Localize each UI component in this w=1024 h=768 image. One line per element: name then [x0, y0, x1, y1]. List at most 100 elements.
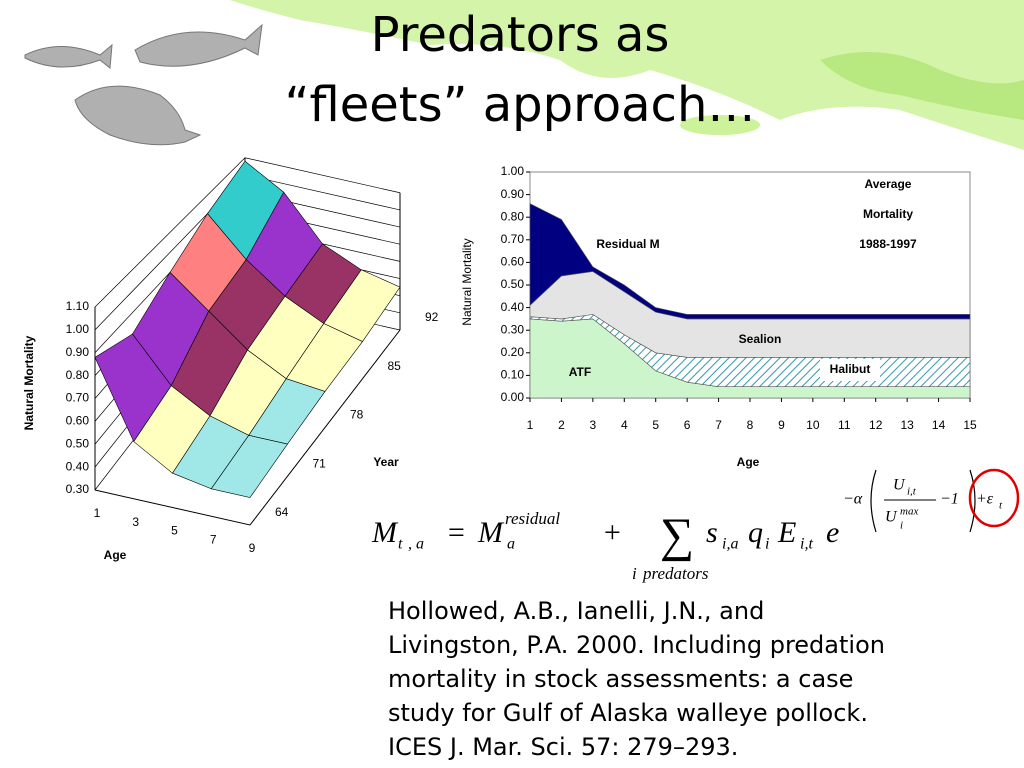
eq-part: a	[416, 536, 424, 553]
eq-part: +	[602, 516, 622, 549]
eq-part: M	[371, 516, 399, 549]
eq-part: E	[777, 516, 796, 549]
eq-part: i	[765, 536, 769, 553]
label-box	[820, 359, 880, 381]
y-tick-label: 71	[313, 456, 327, 470]
z-tick-label: 0.70	[66, 391, 90, 405]
eq-part: i	[900, 520, 903, 532]
y-tick-label: 0.50	[501, 277, 525, 291]
eq-part: i,a	[722, 536, 738, 553]
x-tick-label: 3	[590, 418, 597, 432]
x-tick-label: 13	[900, 418, 914, 432]
z-tick-label: 0.80	[66, 368, 90, 382]
eq-part: −1	[940, 491, 959, 508]
x-tick-label: 11	[838, 418, 851, 432]
x-tick-label: 9	[778, 418, 785, 432]
eq-part: predators	[642, 564, 709, 583]
annotation: Average	[865, 177, 912, 191]
eq-part: i,t	[800, 536, 813, 553]
y-tick-label: 0.80	[501, 209, 525, 223]
annotation: 1988-1997	[859, 237, 917, 251]
series-label: Halibut	[830, 362, 871, 376]
citation-line: Livingston, P.A. 2000. Including predati…	[388, 631, 885, 659]
z-tick-label: 1.00	[66, 322, 90, 336]
eq-part: q	[748, 516, 763, 549]
y-axis-label: Natural Mortality	[460, 238, 474, 325]
x-tick-label: 10	[806, 418, 820, 432]
eq-part: residual	[505, 509, 560, 528]
y-tick-label: 0.40	[501, 300, 525, 314]
z-tick-label: 0.60	[66, 414, 90, 428]
title-line: Predators as	[371, 7, 670, 63]
x-tick-label: 2	[558, 418, 565, 432]
z-tick-label: 1.10	[66, 299, 90, 313]
eq-part: t	[398, 536, 403, 553]
x-tick-label: 6	[684, 418, 691, 432]
highlight-circle	[968, 468, 1020, 528]
citation-line: study for Gulf of Alaska walleye pollock…	[388, 699, 868, 727]
y-tick-label: 0.70	[501, 232, 525, 246]
y-tick-label: 64	[275, 505, 289, 519]
x-tick-label: 4	[621, 418, 628, 432]
citation: Hollowed, A.B., Ianelli, J.N., and Livin…	[388, 597, 885, 761]
y-tick-label: 78	[350, 408, 364, 422]
eq-part: a	[507, 536, 515, 553]
x-tick-label: 1	[527, 418, 534, 432]
y-axis-label: Year	[373, 455, 399, 469]
y-tick-label: 0.00	[501, 390, 525, 404]
surface-chart: 0.30 0.40 0.50 0.60 0.70 0.80 0.90 1.00 1.10 1 3 5 7…	[22, 157, 439, 562]
y-tick-label: 1.00	[501, 164, 525, 178]
title-line: “fleets” approach…	[285, 77, 756, 133]
x-tick-label: 3	[132, 515, 139, 529]
eq-part: −α	[843, 491, 863, 508]
annotation: Mortality	[863, 207, 913, 221]
area-series	[529, 203, 971, 320]
series-label: Sealion	[739, 332, 782, 346]
equation: M t , a = M residual a + ∑ i predators s…	[371, 468, 1020, 583]
eq-part: s	[706, 516, 718, 549]
title: Predators as “fleets” approach…	[285, 7, 756, 133]
y-tick-label: 0.90	[501, 187, 525, 201]
eq-part: U	[893, 477, 906, 494]
background-map	[230, 0, 1024, 150]
y-tick-label: 0.30	[501, 322, 525, 336]
eq-part: i	[632, 564, 637, 583]
eq-part: +ε	[976, 491, 994, 508]
z-axis-label: Natural Mortality	[22, 335, 36, 430]
eq-part: i,t	[907, 486, 917, 498]
y-tick-label: 0.60	[501, 255, 525, 269]
z-tick-label: 0.50	[66, 436, 90, 450]
eq-part: =	[446, 516, 466, 549]
eq-part: max	[900, 506, 918, 518]
surface-cell	[210, 434, 289, 498]
x-tick-label: 12	[869, 418, 883, 432]
x-tick-label: 1	[94, 506, 101, 520]
x-tick-label: 7	[715, 418, 722, 432]
eq-part: U	[885, 509, 898, 526]
series-label: ATF	[569, 365, 591, 379]
citation-line: ICES J. Mar. Sci. 57: 279–293.	[388, 733, 738, 761]
z-tick-label: 0.30	[66, 482, 90, 496]
z-tick-label: 0.40	[66, 459, 90, 473]
x-tick-label: 7	[210, 532, 217, 546]
y-tick-label: 0.20	[501, 345, 525, 359]
citation-line: Hollowed, A.B., Ianelli, J.N., and	[388, 597, 764, 625]
x-tick-label: 9	[249, 541, 256, 555]
x-axis-label: Age	[104, 548, 127, 562]
area-chart: ATF Halibut Sealion Residual M 0.00 0.10 0.20 0…	[460, 164, 977, 469]
y-tick-label: 0.10	[501, 368, 525, 382]
eq-part: ∑	[660, 509, 694, 562]
x-tick-label: 14	[932, 418, 946, 432]
fish-icons	[24, 23, 263, 146]
eq-part: ,	[408, 536, 412, 553]
citation-line: mortality in stock assessments: a case	[388, 665, 853, 693]
eq-part: e	[826, 516, 839, 549]
y-tick-label: 85	[388, 359, 402, 373]
x-tick-label: 8	[747, 418, 754, 432]
x-axis-label: Age	[737, 455, 760, 469]
series-label: Residual M	[596, 237, 659, 251]
x-tick-label: 5	[171, 524, 178, 538]
eq-part: M	[477, 516, 505, 549]
z-tick-label: 0.90	[66, 345, 90, 359]
